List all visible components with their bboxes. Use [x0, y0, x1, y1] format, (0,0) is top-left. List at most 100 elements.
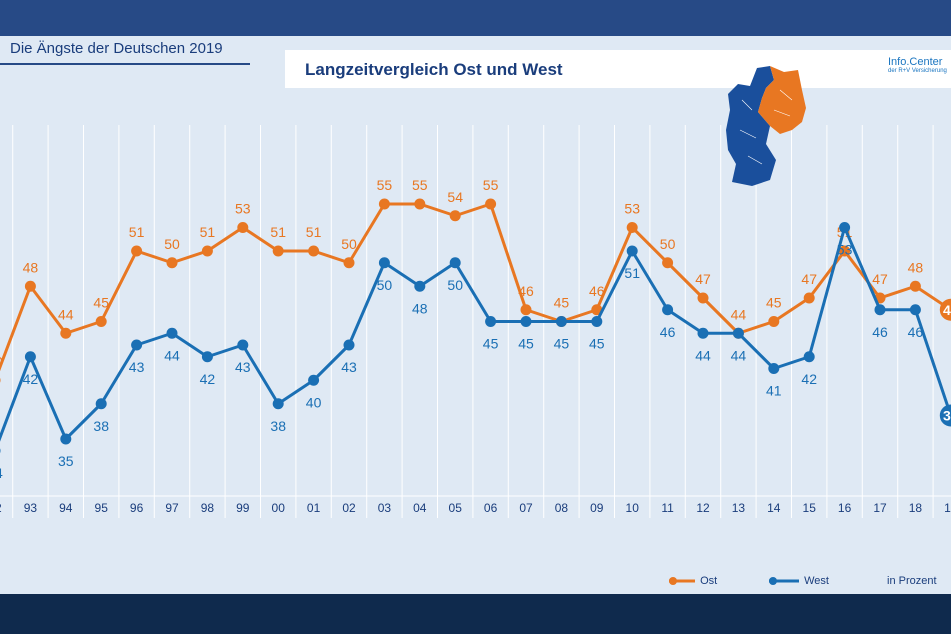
chart-title-box: Langzeitvergleich Ost und West Info.Cent… — [285, 50, 951, 88]
data-point-ost — [449, 210, 461, 222]
legend-ost-marker — [669, 577, 695, 586]
data-label-west: 43 — [341, 359, 357, 375]
data-point-ost — [768, 316, 780, 327]
data-point-ost — [662, 257, 674, 269]
data-point-ost — [237, 222, 249, 233]
data-label-ost: 55 — [483, 177, 499, 193]
data-point-west — [414, 280, 426, 292]
x-tick-label: 19 — [944, 501, 951, 515]
x-tick-label: 04 — [413, 501, 427, 515]
data-label-ost: 46 — [589, 283, 605, 299]
data-label-ost: 45 — [93, 295, 109, 311]
x-tick-label: 09 — [590, 501, 604, 515]
chart-title: Langzeitvergleich Ost und West — [305, 60, 563, 79]
data-point-ost — [626, 222, 638, 233]
data-label-west: 43 — [235, 359, 251, 375]
data-label-ost: 46 — [518, 283, 534, 299]
data-label-ost: 53 — [624, 201, 640, 217]
data-label-ost: 51 — [200, 224, 216, 240]
data-label-west: 37 — [943, 408, 951, 424]
data-point-west — [555, 316, 567, 327]
data-point-west — [768, 363, 780, 374]
data-point-ost — [839, 245, 851, 257]
page-title: Die Ängste der Deutschen 2019 — [10, 40, 223, 57]
header-bar — [0, 0, 951, 36]
data-point-west — [272, 398, 284, 410]
data-point-west — [131, 339, 143, 351]
data-point-west — [697, 327, 709, 339]
x-tick-label: 98 — [201, 501, 215, 515]
data-point-west — [0, 448, 1, 454]
data-point-ost — [201, 245, 213, 257]
x-tick-label: 01 — [307, 501, 321, 515]
x-tick-label: 93 — [24, 501, 38, 515]
data-point-ost — [939, 298, 951, 321]
data-label-ost: 50 — [660, 236, 676, 252]
x-axis: 92 93 94 95 96 97 98 99 00 01 02 03 04 05 06 07 08 09 10 11… — [0, 495, 951, 515]
data-label-west: 50 — [447, 277, 463, 293]
data-point-west — [237, 339, 249, 351]
logo: Info.Center der R+V Versicherung — [888, 56, 947, 75]
data-point-ost — [485, 198, 497, 210]
data-point-west — [591, 316, 603, 327]
title-underline — [0, 63, 250, 65]
data-label-ost: 46 — [943, 302, 951, 318]
x-tick-label: 02 — [342, 501, 356, 515]
data-point-ost — [909, 280, 921, 292]
data-point-west — [662, 304, 674, 316]
x-tick-label: 94 — [59, 501, 73, 515]
data-point-ost — [343, 257, 355, 269]
x-tick-label: 14 — [767, 501, 781, 515]
x-tick-label: 10 — [626, 501, 640, 515]
data-point-ost — [272, 245, 284, 257]
x-tick-label: 18 — [909, 501, 923, 515]
x-tick-label: 00 — [272, 501, 286, 515]
data-point-ost — [24, 280, 36, 292]
data-point-west — [732, 327, 744, 339]
data-label-west: 42 — [200, 371, 216, 387]
data-point-ost — [697, 292, 709, 304]
data-label-west: 42 — [23, 371, 39, 387]
data-label-ost: 48 — [23, 259, 39, 275]
x-tick-label: 99 — [236, 501, 250, 515]
x-tick-label: 12 — [696, 501, 710, 515]
x-tick-label: 97 — [165, 501, 179, 515]
data-point-ost — [166, 257, 178, 269]
data-point-ost — [95, 316, 107, 327]
data-label-west: 48 — [412, 300, 428, 316]
logo-text: Info.Center — [888, 56, 943, 68]
unit-label: in Prozent — [887, 575, 937, 587]
data-point-west — [95, 398, 107, 410]
data-point-west — [378, 257, 390, 269]
data-point-west — [909, 304, 921, 316]
data-label-west: 45 — [589, 336, 605, 352]
data-label-west: 53 — [837, 242, 853, 258]
legend-ost-label: Ost — [700, 575, 718, 587]
x-tick-label: 06 — [484, 501, 498, 515]
data-point-west — [449, 257, 461, 269]
data-point-west — [626, 245, 638, 257]
data-label-west: 35 — [58, 453, 74, 469]
legend-west: West — [767, 575, 829, 587]
data-label-west: 46 — [908, 324, 924, 340]
data-label-ost: 51 — [270, 224, 286, 240]
data-label-west: 38 — [93, 418, 109, 434]
data-label-west: 38 — [270, 418, 286, 434]
data-label-ost: 48 — [908, 259, 924, 275]
data-point-west — [803, 351, 815, 363]
data-label-west: 45 — [518, 336, 534, 352]
data-point-ost — [131, 245, 143, 257]
x-tick-label: 08 — [555, 501, 569, 515]
data-label-west: 34 — [0, 465, 3, 481]
data-label-west: 40 — [306, 394, 322, 410]
data-label-ost: 50 — [341, 236, 357, 252]
x-tick-label: 96 — [130, 501, 144, 515]
data-label-ost: 45 — [766, 295, 782, 311]
data-point-ost — [414, 198, 426, 210]
data-point-ost — [60, 327, 72, 339]
data-label-ost: 44 — [58, 306, 74, 322]
data-point-west — [60, 433, 72, 445]
data-label-west: 44 — [731, 347, 747, 363]
data-label-west: 46 — [660, 324, 676, 340]
line-chart: 92 93 94 95 96 97 98 99 00 01 02 03 04 05 06 07 08 09 10 11… — [0, 125, 951, 518]
